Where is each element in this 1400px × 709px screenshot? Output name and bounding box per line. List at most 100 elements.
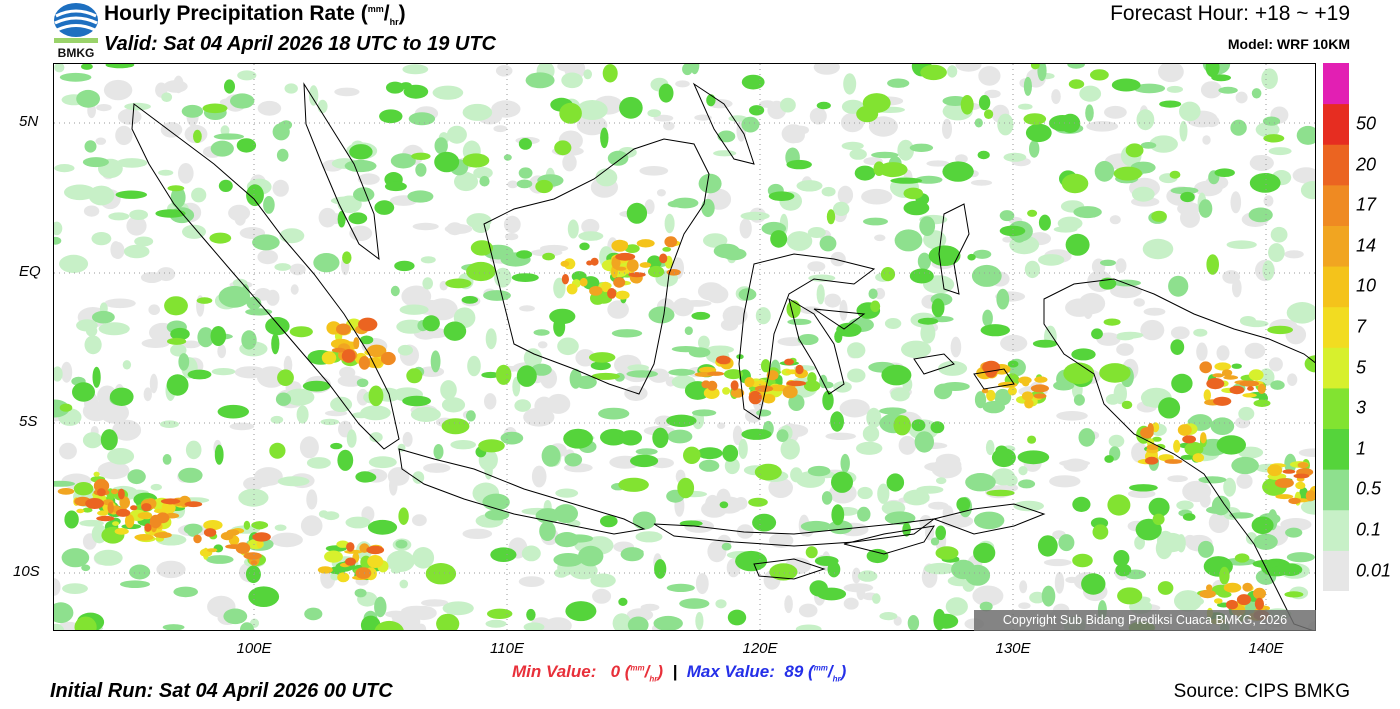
precip-cell <box>1032 339 1058 348</box>
precip-cell <box>652 427 669 448</box>
precip-cell <box>555 488 579 498</box>
precip-cell <box>782 385 798 399</box>
coastlines <box>131 82 1315 630</box>
precip-cell <box>741 428 772 440</box>
precip-cell <box>487 608 513 619</box>
precip-cell <box>166 374 189 396</box>
precip-cell <box>861 188 893 205</box>
precip-cell <box>967 253 976 261</box>
precip-cell <box>607 150 629 166</box>
precip-cell <box>396 319 426 334</box>
precip-cell <box>161 501 176 515</box>
precip-cell <box>1167 475 1188 483</box>
precip-cell <box>1033 393 1047 399</box>
precip-cell <box>74 616 97 630</box>
initial-run: Initial Run: Sat 04 April 2026 00 UTC <box>50 680 393 702</box>
precip-cell <box>884 511 916 525</box>
precip-cell <box>1166 85 1183 93</box>
precip-cell <box>1063 362 1095 385</box>
precip-cell <box>1136 109 1155 131</box>
precip-cell <box>394 260 415 272</box>
precip-cell <box>304 607 323 621</box>
precip-cell <box>1180 207 1200 228</box>
precip-cell <box>93 471 100 477</box>
precip-cell <box>399 579 409 589</box>
precip-cell <box>251 521 269 529</box>
precip-cell <box>578 545 604 567</box>
colorbar-swatch <box>1323 509 1349 551</box>
precip-cell <box>662 247 672 252</box>
precip-cell <box>107 501 114 514</box>
precip-cell <box>843 597 859 610</box>
precip-cell <box>1206 378 1225 390</box>
precip-cell <box>1176 500 1194 511</box>
precip-cell <box>126 216 147 236</box>
precip-cell <box>155 209 186 218</box>
colorbar-label: 20 <box>1356 154 1377 175</box>
precip-cell <box>1149 135 1178 153</box>
precip-cell <box>1018 103 1033 110</box>
precip-cell <box>985 439 995 456</box>
precip-cell <box>1131 186 1155 202</box>
precip-cell <box>213 133 244 140</box>
precip-cell <box>1170 326 1190 340</box>
precip-cell <box>1004 474 1018 487</box>
precip-cell <box>1231 363 1242 369</box>
precip-cell <box>306 489 318 510</box>
precip-cell <box>402 431 413 447</box>
precip-cell <box>1170 339 1185 355</box>
precip-cell <box>1286 552 1315 563</box>
precip-cell <box>61 361 73 383</box>
precip-cell <box>830 411 844 432</box>
precip-cell <box>839 299 848 321</box>
precip-cell <box>122 360 132 370</box>
precip-cell <box>691 409 717 417</box>
precip-cell <box>308 85 319 106</box>
precip-cell <box>1065 233 1090 256</box>
precip-cell <box>868 116 898 137</box>
precip-cell <box>324 550 343 563</box>
precip-cell <box>1152 513 1165 525</box>
precip-cell <box>1199 493 1211 508</box>
precip-cell <box>1002 236 1013 243</box>
precip-cell <box>539 521 556 541</box>
precip-cell <box>390 153 416 169</box>
precip-cell <box>1116 343 1134 356</box>
precip-cell <box>707 540 727 563</box>
precip-cell <box>997 113 1014 136</box>
precip-cell <box>374 596 387 618</box>
precip-cell <box>1018 479 1036 489</box>
precip-cell <box>197 327 214 348</box>
precip-cell <box>1229 385 1245 395</box>
precip-cell <box>1298 448 1315 457</box>
lon-label-130e: 130E <box>995 640 1031 657</box>
precip-cell <box>770 230 788 248</box>
colorbar <box>1323 63 1349 591</box>
precip-cell <box>1210 417 1235 436</box>
precip-cell <box>1268 357 1283 372</box>
precip-cell <box>354 588 367 598</box>
precip-cell <box>141 503 152 512</box>
precip-cell <box>619 430 642 446</box>
precip-cell <box>441 418 470 435</box>
precip-cell <box>563 428 593 449</box>
colorbar-swatch <box>1323 428 1349 470</box>
precip-cell <box>601 281 611 293</box>
precip-cell <box>863 217 888 226</box>
precip-cell <box>971 264 1002 287</box>
precip-cell <box>1135 518 1162 541</box>
precip-cell <box>535 179 553 194</box>
precip-cell <box>386 550 415 572</box>
precip-cell <box>626 370 658 378</box>
precip-cell <box>1223 477 1236 497</box>
precip-cell <box>1198 476 1227 484</box>
precip-cell <box>1171 373 1193 394</box>
precip-cell <box>666 583 695 593</box>
precip-cell <box>1211 74 1231 82</box>
precip-cell <box>97 510 109 516</box>
precip-cell <box>886 473 905 492</box>
precip-cell <box>206 555 234 564</box>
precip-cell <box>252 532 271 542</box>
precip-cell <box>1235 91 1248 104</box>
precip-cell <box>157 267 176 282</box>
